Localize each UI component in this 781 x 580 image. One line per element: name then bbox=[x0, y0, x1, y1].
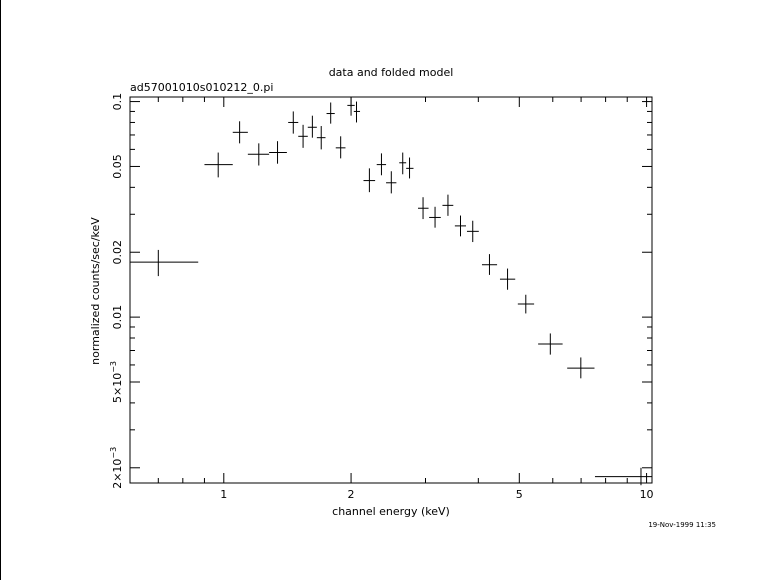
x-tick-label: 10 bbox=[640, 488, 654, 501]
data-point bbox=[442, 194, 454, 216]
data-point bbox=[269, 141, 287, 164]
data-point bbox=[454, 215, 466, 237]
data-point bbox=[353, 101, 361, 123]
x-tick-label: 2 bbox=[348, 488, 355, 501]
data-point bbox=[386, 171, 397, 194]
y-tick-label: 0.05 bbox=[111, 154, 124, 179]
data-point bbox=[335, 136, 346, 159]
data-point bbox=[517, 294, 535, 314]
chart-title: data and folded model bbox=[329, 66, 454, 79]
data-point bbox=[307, 115, 317, 138]
data-point bbox=[466, 220, 479, 243]
data-point bbox=[130, 249, 199, 277]
data-point bbox=[347, 97, 355, 116]
data-point bbox=[316, 126, 326, 150]
data-point bbox=[481, 254, 498, 275]
data-point bbox=[204, 152, 233, 178]
window-left-edge bbox=[0, 0, 1, 580]
data-point bbox=[406, 157, 414, 179]
y-tick-label: 2×10−3 bbox=[109, 447, 124, 489]
data-points bbox=[130, 97, 652, 486]
axis-ticks bbox=[129, 97, 652, 483]
data-point bbox=[288, 111, 299, 134]
data-point bbox=[594, 467, 652, 486]
y-axis-label: normalized counts/sec/keV bbox=[89, 217, 102, 365]
y-tick-labels: 0.1 0.05 0.02 0.01 5×10−3 2×10−3 bbox=[109, 93, 124, 489]
data-point bbox=[376, 153, 387, 176]
data-point bbox=[567, 357, 595, 379]
data-point bbox=[363, 168, 376, 193]
plot-frame bbox=[129, 96, 653, 484]
y-tick-label: 0.1 bbox=[111, 93, 124, 111]
chart-subtitle: ad57001010s010212_0.pi bbox=[130, 81, 273, 94]
data-point bbox=[247, 143, 270, 166]
x-tick-label: 1 bbox=[220, 488, 227, 501]
y-tick-label: 0.02 bbox=[111, 240, 124, 265]
data-point bbox=[232, 121, 248, 144]
x-axis-label: channel energy (keV) bbox=[332, 505, 450, 518]
x-tick-labels: 1 2 5 10 bbox=[220, 488, 653, 501]
timestamp: 19-Nov-1999 11:35 bbox=[648, 521, 716, 529]
data-point bbox=[538, 333, 563, 355]
x-tick-label: 5 bbox=[516, 488, 523, 501]
data-point bbox=[298, 124, 308, 148]
data-point bbox=[418, 197, 429, 220]
y-tick-label: 0.01 bbox=[111, 305, 124, 330]
data-point bbox=[429, 206, 441, 228]
y-tick-label: 5×10−3 bbox=[109, 361, 124, 403]
data-point bbox=[499, 268, 516, 290]
data-point bbox=[399, 152, 407, 175]
data-point bbox=[326, 102, 335, 124]
